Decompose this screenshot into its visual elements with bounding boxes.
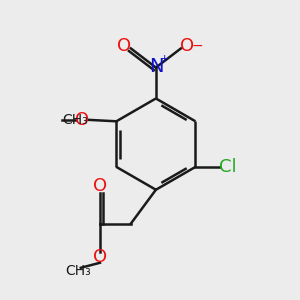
Text: O: O [93,177,107,195]
Text: O: O [93,248,107,266]
Text: +: + [159,54,169,64]
Text: O: O [75,111,90,129]
Text: N: N [148,57,163,76]
Text: CH₃: CH₃ [62,113,88,127]
Text: CH₃: CH₃ [65,264,91,278]
Text: −: − [191,38,203,52]
Text: Cl: Cl [219,158,237,176]
Text: O: O [117,37,131,55]
Text: O: O [180,37,194,55]
